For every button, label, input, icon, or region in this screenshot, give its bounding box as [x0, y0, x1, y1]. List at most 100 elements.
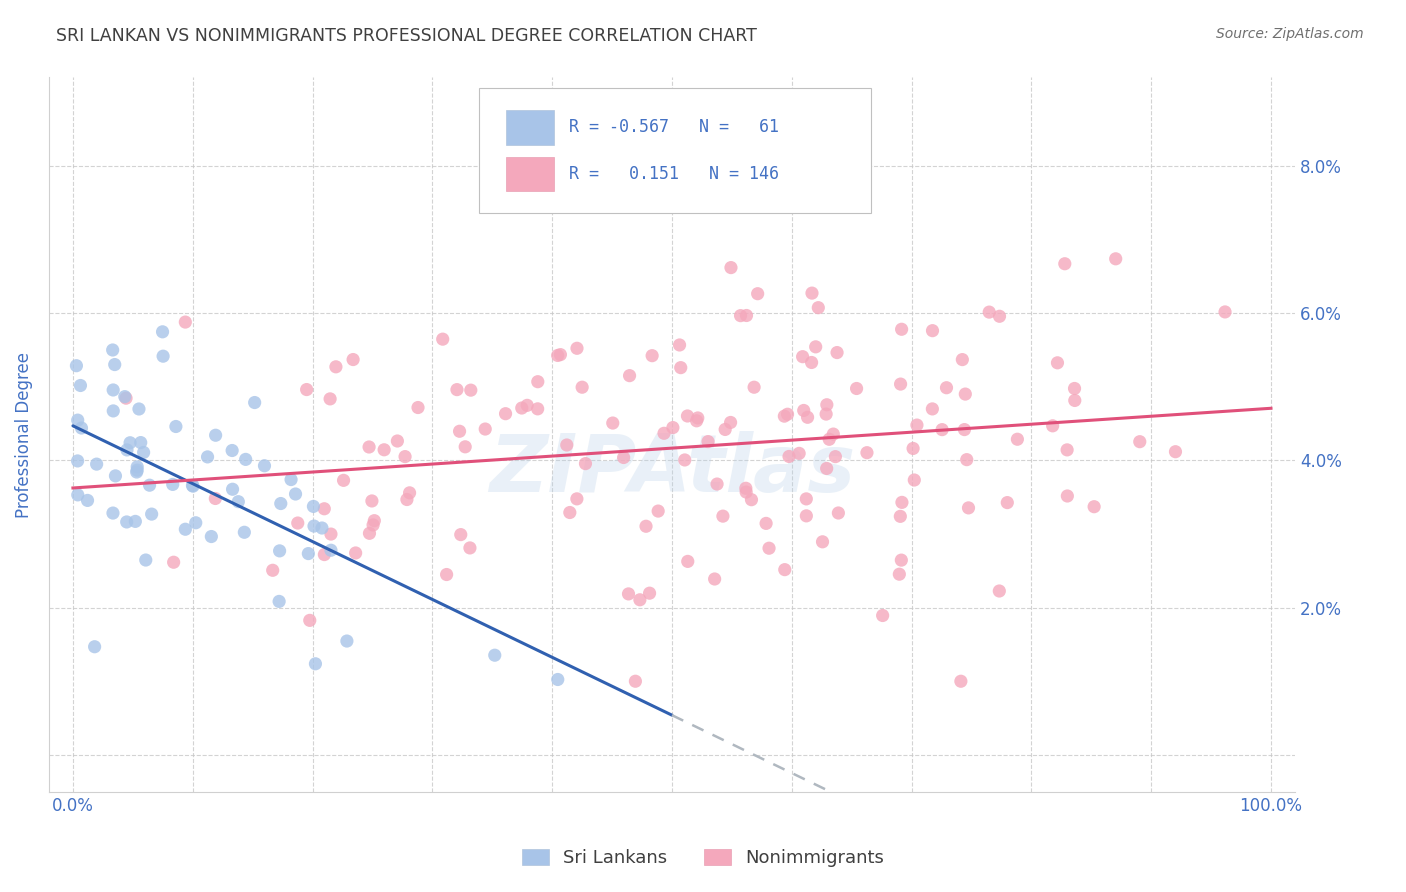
Point [302, 500, 325, 514]
Point [432, 332, 454, 346]
Point [454, 440, 477, 454]
Point [856, 445, 879, 459]
Text: Source: ZipAtlas.com: Source: ZipAtlas.com [1216, 27, 1364, 41]
Point [824, 450, 846, 464]
Point [280, 473, 302, 487]
Point [931, 423, 953, 437]
Point [565, 341, 588, 355]
Point [889, 567, 911, 582]
Point [70, 421, 93, 435]
Point [200, 529, 222, 543]
Point [815, 407, 838, 421]
Point [673, 453, 696, 467]
Point [344, 546, 367, 560]
Point [652, 426, 675, 441]
Point [1053, 257, 1076, 271]
Point [935, 381, 957, 395]
Point [949, 674, 972, 689]
Point [953, 423, 976, 437]
Point [796, 508, 818, 523]
Text: R = -0.567   N =   61: R = -0.567 N = 61 [568, 119, 779, 136]
Point [295, 383, 318, 397]
Point [1129, 434, 1152, 449]
Point [890, 377, 912, 392]
Point [66, 454, 89, 468]
Point [676, 554, 699, 568]
Point [955, 387, 977, 401]
Point [66, 413, 89, 427]
Point [269, 544, 291, 558]
Point [730, 309, 752, 323]
Point [184, 516, 207, 530]
Point [104, 468, 127, 483]
Point [319, 543, 342, 558]
Point [342, 352, 364, 367]
Point [827, 506, 849, 520]
Point [720, 416, 742, 430]
Point [66, 488, 89, 502]
Point [818, 432, 841, 446]
Point [988, 310, 1011, 324]
Point [735, 309, 758, 323]
Point [124, 515, 146, 529]
Point [436, 567, 458, 582]
Point [83, 640, 105, 654]
Point [526, 375, 548, 389]
Point [619, 368, 641, 383]
Point [890, 553, 912, 567]
Point [243, 395, 266, 409]
Point [547, 673, 569, 687]
Point [115, 515, 138, 529]
Point [516, 398, 538, 412]
Point [956, 452, 979, 467]
Point [1007, 432, 1029, 446]
Point [138, 478, 160, 492]
Point [662, 420, 685, 434]
Point [387, 434, 409, 448]
Text: R =   0.151   N = 146: R = 0.151 N = 146 [568, 165, 779, 183]
Point [804, 340, 827, 354]
Point [714, 422, 737, 436]
Point [758, 541, 780, 556]
Point [449, 424, 471, 438]
Point [624, 674, 647, 689]
Point [460, 383, 482, 397]
Point [298, 613, 321, 627]
Point [811, 534, 834, 549]
Point [152, 349, 174, 363]
Point [669, 360, 692, 375]
Text: SRI LANKAN VS NONIMMIGRANTS PROFESSIONAL DEGREE CORRELATION CHART: SRI LANKAN VS NONIMMIGRANTS PROFESSIONAL… [56, 27, 756, 45]
Point [685, 414, 707, 428]
Point [115, 391, 138, 405]
Point [103, 404, 125, 418]
Point [602, 416, 624, 430]
Point [361, 518, 384, 533]
Point [1056, 442, 1078, 457]
Point [792, 350, 814, 364]
Point [314, 548, 336, 562]
Point [703, 572, 725, 586]
Point [319, 527, 342, 541]
Point [815, 461, 838, 475]
Point [394, 450, 416, 464]
Point [1063, 382, 1085, 396]
Point [921, 324, 943, 338]
Point [628, 592, 651, 607]
Point [801, 286, 824, 301]
Point [735, 485, 758, 500]
Point [181, 478, 204, 492]
Point [76, 493, 98, 508]
Point [458, 541, 481, 555]
Point [845, 382, 868, 396]
Point [262, 563, 284, 577]
Point [550, 348, 572, 362]
Point [711, 509, 734, 524]
Point [787, 446, 810, 460]
Point [174, 522, 197, 536]
Point [807, 301, 830, 315]
Point [65, 359, 87, 373]
Point [474, 422, 496, 436]
Point [101, 383, 124, 397]
Point [510, 401, 533, 415]
Point [325, 359, 347, 374]
